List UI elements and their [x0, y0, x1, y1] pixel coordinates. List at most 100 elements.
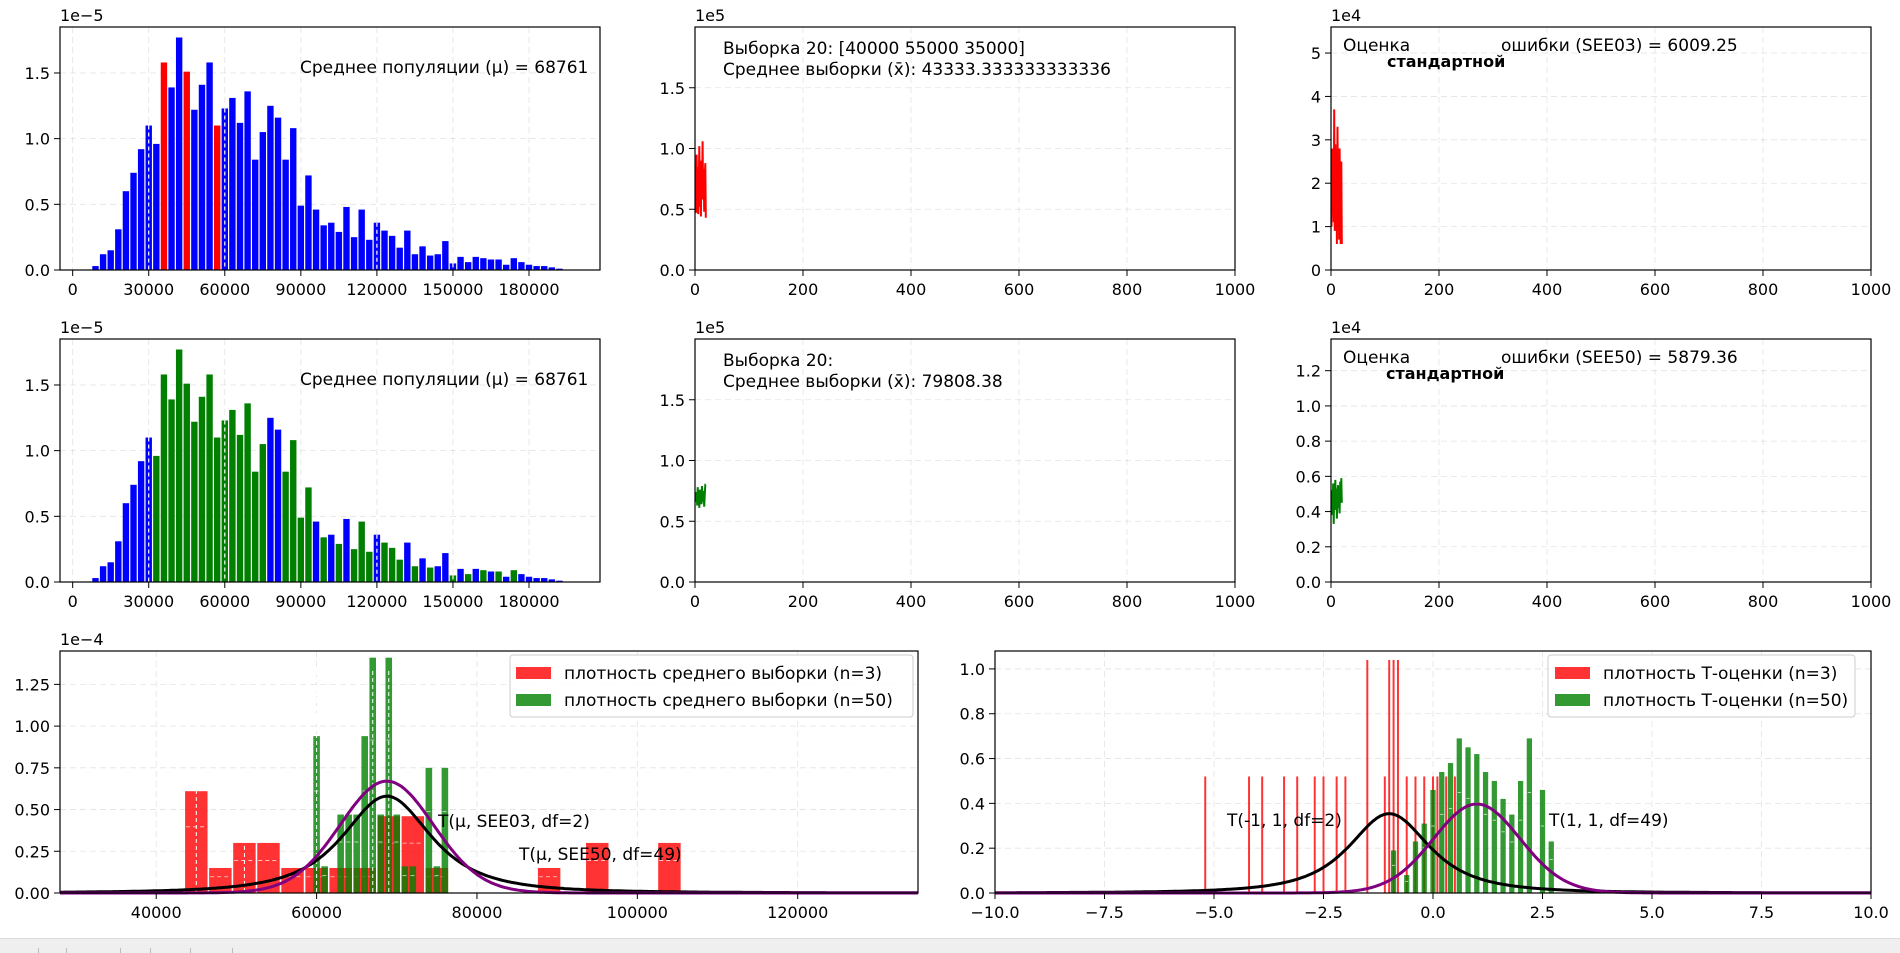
see-label-part2-top: стандартной	[1387, 52, 1505, 71]
t-density-series1-bar	[1517, 780, 1524, 893]
legend-mean-density: плотность среднего выборки (n=3) плотнос…	[509, 654, 914, 718]
mean-density-ytick-label: 0.25	[14, 842, 50, 861]
pop-hist-top-bar	[548, 267, 556, 270]
pop-hist-bottom-bar	[130, 484, 137, 582]
pop-hist-bottom-ytick-label: 1.5	[25, 376, 50, 395]
pop-hist-top-bar	[168, 87, 175, 270]
pop-hist-bottom-bar	[464, 574, 472, 582]
pop-hist-bottom-ytick-label: 0.5	[25, 507, 50, 526]
see-trace-top-ytick-label: 4	[1311, 87, 1321, 106]
see-trace-bottom-ytick-label: 0.4	[1296, 503, 1321, 522]
mean-density-series1-bar	[321, 866, 328, 893]
pop-hist-top-bar	[442, 241, 449, 270]
t-density-series0-bar	[1261, 776, 1264, 893]
pop-hist-top-bar	[122, 191, 130, 270]
t-density-xtick-label: −10.0	[970, 903, 1019, 922]
pop-hist-bottom-bar	[99, 566, 107, 582]
sample-trace-top-xtick-label: 0	[690, 280, 700, 299]
pop-hist-bottom-xtick-label: 30000	[123, 592, 174, 611]
see-trace-bottom-ytick-label: 0.2	[1296, 538, 1321, 557]
pop-hist-top-bar	[259, 132, 267, 270]
pop-hist-bottom-bar	[92, 578, 99, 582]
legend-item-t-n3: плотность Т-оценки (n=3)	[1603, 664, 1837, 684]
mean-density-series0-bar	[586, 842, 609, 893]
sample-label-bottom: Выборка 20:	[723, 351, 833, 371]
pop-hist-top-bar	[312, 209, 320, 270]
pop-hist-top-bar	[244, 91, 251, 271]
t-density-xtick-label: −2.5	[1304, 903, 1343, 922]
t-density-series0-bar	[1248, 776, 1251, 893]
pop-hist-bottom-bar	[259, 444, 267, 582]
pop-hist-top-xtick-label: 90000	[275, 280, 326, 299]
t-density-series1-bar	[1421, 823, 1427, 893]
pop-hist-bottom-bar	[525, 576, 533, 582]
see-trace-top-ytick-label: 0	[1311, 261, 1321, 280]
mean-density-series1-bar	[401, 866, 409, 893]
see-trace-bottom-xtick-label: 400	[1532, 592, 1563, 611]
pop-hist-top-bar	[213, 125, 221, 270]
t-density-series0-bar	[1445, 776, 1448, 893]
pop-hist-bottom-bar	[472, 568, 479, 582]
see-trace-bottom-trace	[1330, 478, 1343, 524]
t-density-series0-bar	[1414, 776, 1417, 893]
pop-hist-bottom-bar	[122, 503, 130, 582]
t-density-ytick-label: 1.0	[960, 660, 985, 679]
pop-hist-bottom-xtick-label: 0	[68, 592, 78, 611]
t-density-series1-bar	[1509, 814, 1515, 893]
t-density-series1-bar	[1482, 772, 1489, 893]
legend-item-t-n50: плотность Т-оценки (n=50)	[1603, 691, 1848, 711]
sample-trace-top-xtick-label: 200	[788, 280, 819, 299]
mean-density-xtick-label: 80000	[452, 903, 503, 922]
sample-trace-bottom-xtick-label: 400	[896, 592, 927, 611]
pop-hist-top-xtick-label: 30000	[123, 280, 174, 299]
sample-trace-bottom-xtick-label: 800	[1112, 592, 1143, 611]
pop-hist-bottom-bar	[267, 417, 274, 582]
curve-label-t-plus1: T(1, 1, df=49)	[1548, 811, 1669, 831]
pop-hist-top-bar	[274, 117, 282, 270]
see-label-part3-bottom: ошибки (SEE50) = 5879.36	[1501, 348, 1738, 368]
pop-hist-top-bar	[350, 237, 358, 270]
t-density-series1-bar	[1456, 738, 1462, 893]
t-density-ytick-label: 0.6	[960, 750, 985, 769]
mean-density-series1-bar	[441, 767, 449, 893]
t-density-series0-bar	[1392, 659, 1395, 893]
pop-hist-bottom-bar	[137, 461, 145, 582]
legend-swatch-red	[516, 667, 551, 679]
pop-hist-bottom-bar	[328, 534, 335, 582]
pop-hist-top-bar	[495, 259, 502, 270]
pop-hist-bottom-xtick-label: 60000	[199, 592, 250, 611]
t-density-xtick-label: 0.0	[1420, 903, 1445, 922]
sample-trace-top-xtick-label: 400	[896, 280, 927, 299]
pop-hist-top-bar	[290, 128, 297, 270]
pop-hist-top-bar	[175, 37, 183, 271]
pop-hist-top-axes-frame	[59, 26, 601, 271]
see-trace-bottom-xtick-label: 800	[1748, 592, 1779, 611]
pop-hist-bottom-bar	[419, 558, 426, 582]
pop-hist-top-bar	[267, 105, 274, 270]
see-trace-bottom-axes-frame	[1330, 338, 1872, 583]
pop-hist-bottom-bar	[396, 559, 403, 582]
pop-hist-bottom-xtick-label: 120000	[346, 592, 407, 611]
sample-trace-bottom-offset-text: 1e5	[695, 318, 725, 337]
pop-hist-bottom-bar	[503, 576, 510, 582]
mean-density-ytick-label: 1.25	[14, 675, 50, 694]
pop-hist-bottom-bar	[206, 374, 213, 582]
sample-trace-bottom-xtick-label: 600	[1004, 592, 1035, 611]
pop-hist-bottom-bar	[548, 579, 556, 582]
pop-hist-top-bar	[229, 97, 236, 270]
pop-hist-top-bar	[335, 231, 343, 270]
mean-density-series1-bar	[385, 657, 393, 893]
mean-density-xtick-label: 40000	[131, 903, 182, 922]
see-trace-bottom-ytick-label: 0.6	[1296, 467, 1321, 486]
pop-hist-top-bar	[404, 230, 411, 270]
see-trace-bottom-xtick-label: 200	[1424, 592, 1455, 611]
pop-hist-top-bar	[206, 62, 213, 270]
pop-hist-bottom-bar	[510, 570, 517, 582]
population-mean-label-top: Среднее популяции (μ) = 68761	[300, 58, 588, 78]
pop-hist-top-xtick-label: 0	[68, 280, 78, 299]
see-trace-bottom-xtick-label: 600	[1640, 592, 1671, 611]
pop-hist-bottom-bar	[107, 562, 114, 582]
pop-hist-bottom-bar	[442, 553, 449, 582]
pop-hist-top-bar	[510, 258, 517, 270]
pop-hist-bottom-bar	[229, 409, 236, 582]
